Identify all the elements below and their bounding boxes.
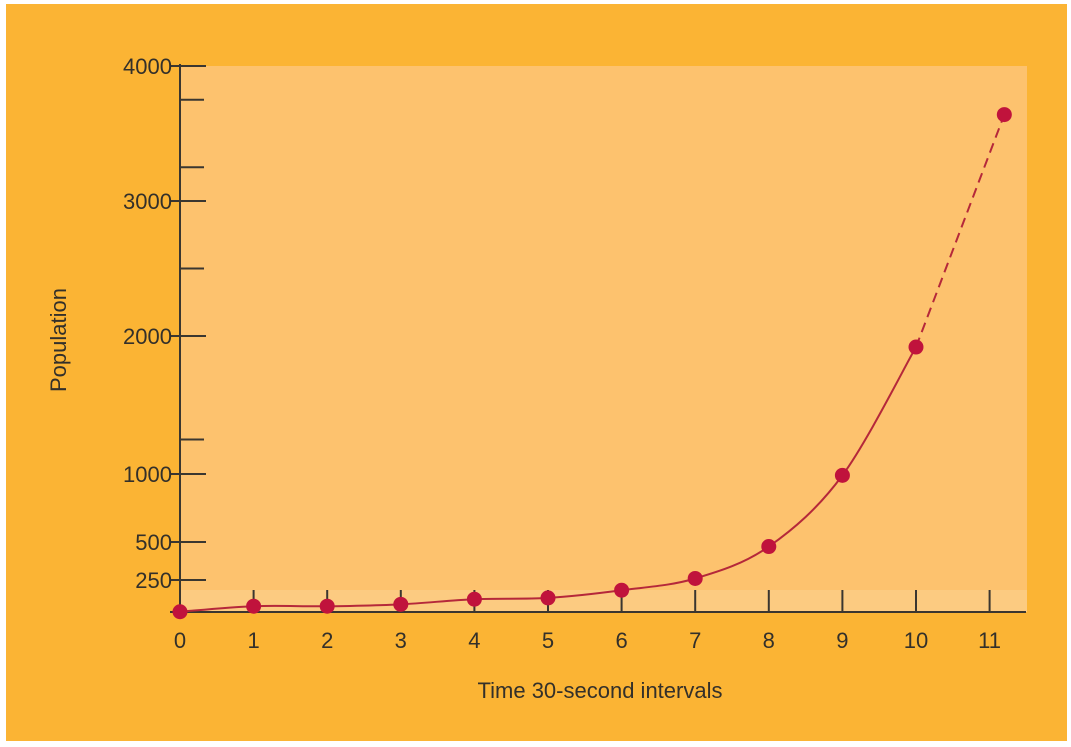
data-point	[908, 339, 924, 355]
x-tick-label: 6	[615, 628, 627, 653]
x-tick-label: 2	[321, 628, 333, 653]
data-point	[246, 598, 262, 614]
series-line-dashed	[915, 114, 1006, 348]
y-tick-label: 3000	[123, 189, 172, 214]
data-point	[393, 596, 409, 612]
data-point	[614, 582, 630, 598]
series-line	[179, 346, 917, 613]
x-tick-label: 0	[174, 628, 186, 653]
y-tick-label: 4000	[123, 54, 172, 79]
data-point	[996, 107, 1012, 123]
x-tick-label: 5	[542, 628, 554, 653]
y-tick-label: 250	[135, 568, 172, 593]
x-tick-label: 7	[689, 628, 701, 653]
y-tick-label: 2000	[123, 324, 172, 349]
data-point	[687, 570, 703, 586]
x-tick-label: 9	[836, 628, 848, 653]
data-point	[761, 539, 777, 555]
y-axis-title: Population	[46, 288, 71, 392]
data-point	[172, 604, 188, 620]
x-axis-title: Time 30-second intervals	[478, 678, 723, 703]
x-tick-label: 11	[978, 628, 1001, 653]
data-point	[834, 467, 850, 483]
data-point	[466, 591, 482, 607]
x-tick-label: 8	[763, 628, 775, 653]
y-tick-label: 500	[135, 530, 172, 555]
x-tick-label: 1	[247, 628, 259, 653]
x-tick-label: 4	[468, 628, 480, 653]
x-tick-label: 10	[904, 628, 928, 653]
plot-area	[180, 66, 1027, 612]
data-point	[319, 598, 335, 614]
baseline-band	[180, 590, 1027, 612]
y-tick-label: 1000	[123, 462, 172, 487]
data-point	[540, 590, 556, 606]
x-tick-label: 3	[395, 628, 407, 653]
